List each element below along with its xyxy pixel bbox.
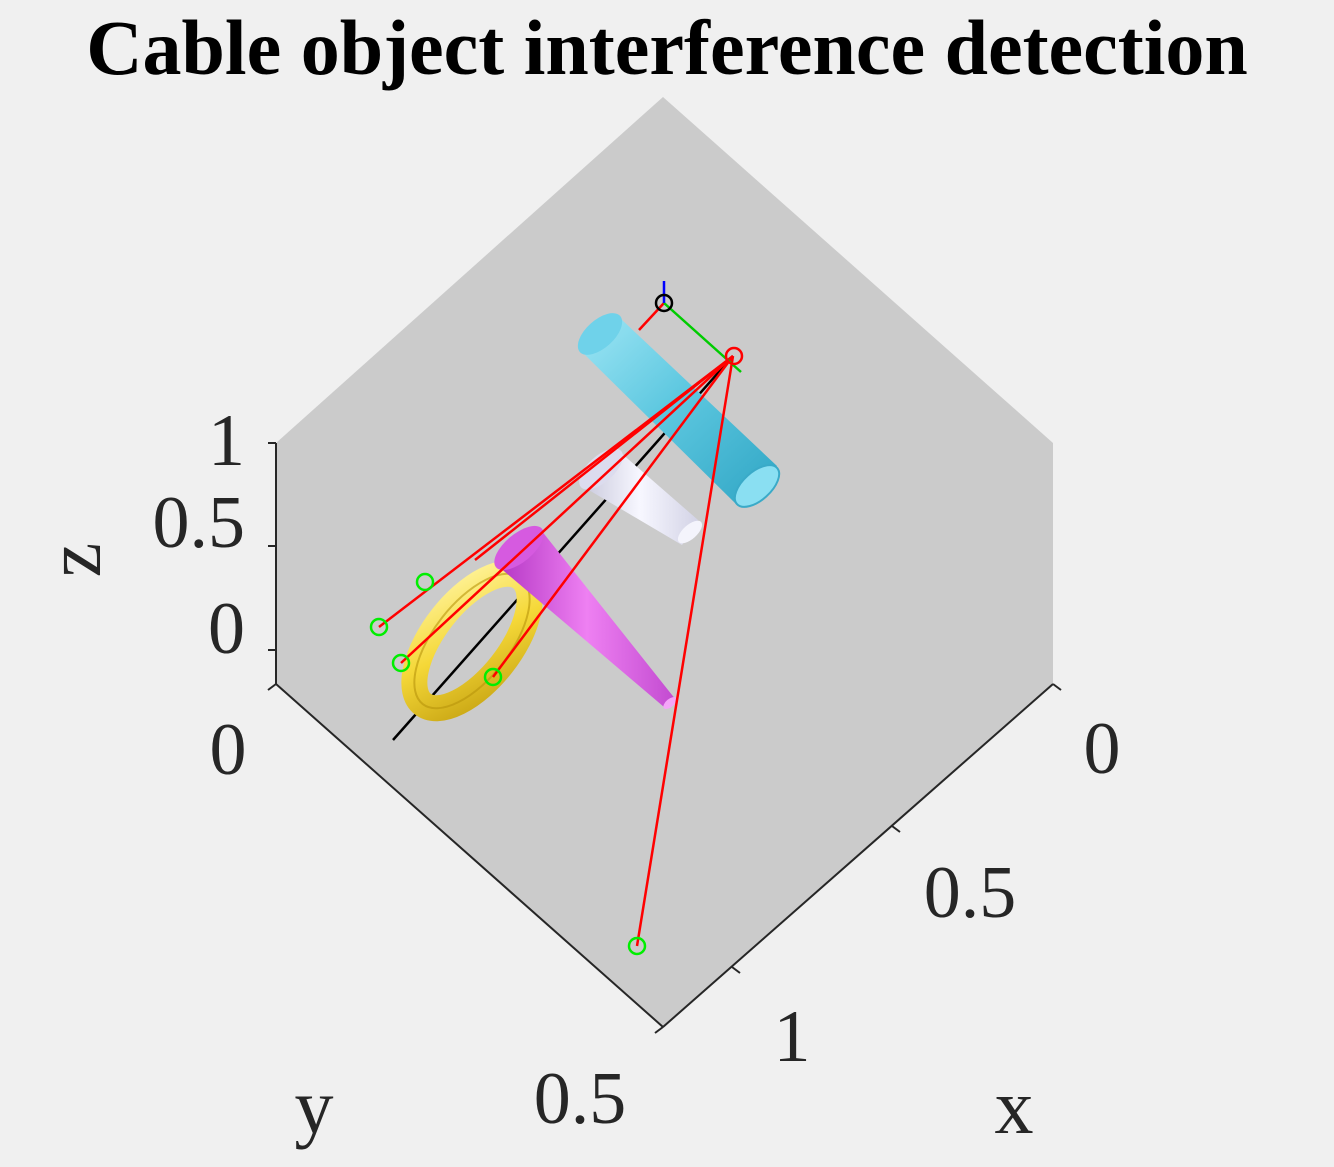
center-marker <box>724 346 744 366</box>
tick-marks <box>267 442 1062 1034</box>
cone-magenta <box>494 525 677 709</box>
anchor-marker-5 <box>627 936 647 956</box>
back-pane <box>276 97 1053 1027</box>
x-tick-1 <box>731 966 741 974</box>
x-tick-label-1: 1 <box>774 996 811 1078</box>
z-tick-label-0.5: 0.5 <box>153 482 246 564</box>
cable-5 <box>474 355 734 561</box>
cable-2 <box>400 355 734 664</box>
x-tick-0.5 <box>891 825 901 833</box>
anchor-marker-2 <box>369 617 389 637</box>
x-axis-line <box>662 683 1054 1028</box>
base-marker <box>654 293 674 313</box>
y-tick-0 <box>267 683 277 691</box>
x-axis-label: x <box>995 1063 1034 1150</box>
cable-4 <box>635 355 735 947</box>
y-axis-label: y <box>295 1063 334 1150</box>
markers <box>369 293 744 956</box>
y-tick-0.5 <box>654 1026 664 1034</box>
y-axis-line <box>275 683 664 1028</box>
cables <box>378 302 735 947</box>
y-tick-label-0.5: 0.5 <box>534 1058 627 1140</box>
anchor-marker-1 <box>415 572 435 592</box>
cable-base <box>638 302 665 331</box>
z-tick-label-1: 1 <box>208 400 245 482</box>
anchor-marker-3 <box>391 653 411 673</box>
z-tick-label-0: 0 <box>208 588 245 670</box>
axes <box>275 443 1054 1028</box>
y-tick-label-0: 0 <box>210 709 247 791</box>
anchor-marker-4 <box>483 667 503 687</box>
cylinder <box>577 313 781 508</box>
cable-3 <box>491 355 735 678</box>
chart-title: Cable object interference detection <box>86 4 1248 91</box>
tick-labels: 1 0.5 0 0 0.5 0 0.5 1 <box>153 400 1121 1140</box>
cone-white <box>579 448 703 545</box>
x-tick-label-0: 0 <box>1084 708 1121 790</box>
x-tick-label-0.5: 0.5 <box>924 852 1017 934</box>
x-tick-0 <box>1052 683 1062 691</box>
z-axis-label: z <box>30 543 117 578</box>
